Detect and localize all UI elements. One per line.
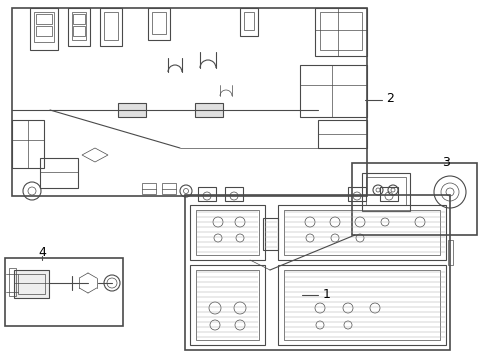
Bar	[118, 103, 146, 117]
Bar	[185, 195, 450, 350]
Bar	[36, 26, 52, 36]
Bar	[34, 12, 54, 42]
Bar	[198, 187, 216, 201]
Bar	[152, 12, 166, 34]
Bar	[300, 65, 367, 117]
Bar	[190, 265, 265, 345]
Bar	[73, 14, 85, 24]
Bar	[284, 210, 440, 255]
Bar	[263, 218, 278, 250]
Bar	[318, 120, 367, 148]
Bar	[72, 12, 86, 40]
Bar	[162, 183, 176, 194]
Bar	[5, 258, 123, 326]
Bar	[244, 12, 254, 30]
Text: 1: 1	[323, 288, 331, 302]
Bar	[320, 12, 362, 50]
Bar	[18, 274, 45, 294]
Bar	[148, 8, 170, 40]
Bar	[100, 8, 122, 46]
Bar	[190, 205, 265, 260]
Bar	[380, 187, 398, 201]
Bar	[362, 173, 410, 211]
Bar	[195, 103, 223, 117]
Text: 3: 3	[442, 156, 450, 168]
Bar	[196, 210, 259, 255]
Bar	[366, 177, 406, 205]
Bar	[12, 8, 367, 196]
Bar	[36, 14, 52, 24]
Bar	[9, 268, 16, 296]
Bar	[348, 187, 366, 201]
Bar	[196, 270, 259, 340]
Bar	[73, 26, 85, 36]
Text: 4: 4	[38, 246, 46, 258]
Bar	[142, 183, 156, 194]
Bar	[315, 8, 367, 56]
Bar	[240, 8, 258, 36]
Text: 2: 2	[386, 91, 394, 104]
Bar	[284, 270, 440, 340]
Bar	[278, 205, 446, 260]
Bar	[12, 120, 44, 168]
Bar	[352, 163, 477, 235]
Bar	[30, 8, 58, 50]
Bar	[448, 240, 453, 265]
Bar	[40, 158, 78, 188]
Bar	[225, 187, 243, 201]
Bar	[68, 8, 90, 46]
Bar	[104, 12, 118, 40]
Bar	[278, 265, 446, 345]
Bar	[14, 270, 49, 298]
